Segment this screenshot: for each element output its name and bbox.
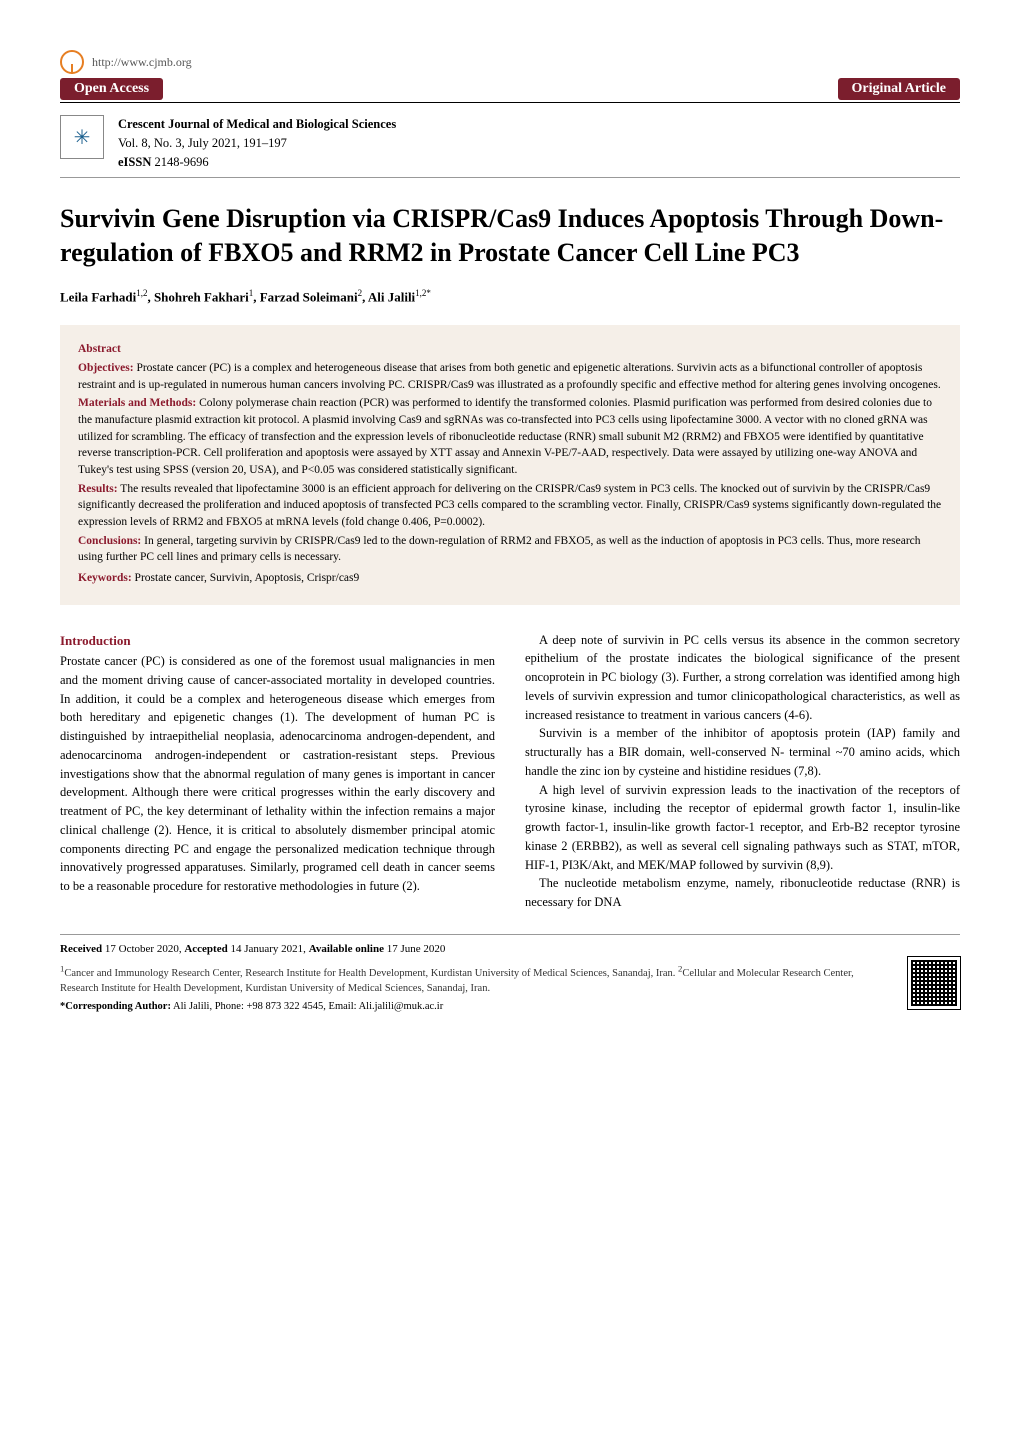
methods-text: Colony polymerase chain reaction (PCR) w… <box>78 397 932 476</box>
corresponding-author: *Corresponding Author: Ali Jalili, Phone… <box>60 1001 960 1012</box>
body-columns: Introduction Prostate cancer (PC) is con… <box>60 631 960 912</box>
eissn-line: eISSN 2148-9696 <box>118 153 396 172</box>
logo-glyph: ✳ <box>74 125 91 150</box>
eissn-value: 2148-9696 <box>154 155 208 169</box>
journal-meta: Crescent Journal of Medical and Biologic… <box>118 115 396 171</box>
dates-line: Received 17 October 2020, Accepted 14 Ja… <box>60 943 960 955</box>
column-left: Introduction Prostate cancer (PC) is con… <box>60 631 495 912</box>
objectives-text: Prostate cancer (PC) is a complex and he… <box>78 362 941 391</box>
article-title: Survivin Gene Disruption via CRISPR/Cas9… <box>60 202 960 270</box>
conclusions-text: In general, targeting survivin by CRISPR… <box>78 535 921 564</box>
intro-para-1: Prostate cancer (PC) is considered as on… <box>60 652 495 896</box>
abstract-box: Abstract Objectives: Prostate cancer (PC… <box>60 325 960 604</box>
methods-label: Materials and Methods: <box>78 397 196 409</box>
abstract-results: Results: The results revealed that lipof… <box>78 481 942 531</box>
banner-row: Open Access Original Article <box>60 78 960 100</box>
separator-thin <box>60 177 960 178</box>
corresponding-label: *Corresponding Author: <box>60 1001 171 1012</box>
col2-para-3: A high level of survivin expression lead… <box>525 781 960 875</box>
accepted-label: Accepted <box>184 943 227 955</box>
abstract-keywords: Keywords: Prostate cancer, Survivin, Apo… <box>78 570 942 587</box>
footer: Received 17 October 2020, Accepted 14 Ja… <box>60 943 960 1012</box>
journal-logo: ✳ <box>60 115 104 159</box>
col2-para-1: A deep note of survivin in PC cells vers… <box>525 631 960 725</box>
keywords-label: Keywords: <box>78 572 132 584</box>
introduction-heading: Introduction <box>60 631 495 651</box>
conclusions-label: Conclusions: <box>78 535 141 547</box>
column-right: A deep note of survivin in PC cells vers… <box>525 631 960 912</box>
abstract-conclusions: Conclusions: In general, targeting survi… <box>78 533 942 566</box>
abstract-objectives: Objectives: Prostate cancer (PC) is a co… <box>78 360 942 393</box>
online-label: Available online <box>309 943 384 955</box>
results-label: Results: <box>78 483 118 495</box>
objectives-label: Objectives: <box>78 362 134 374</box>
accepted-date: 14 January 2021, <box>230 943 305 955</box>
qr-code-icon[interactable] <box>908 957 960 1009</box>
open-access-icon <box>60 50 84 74</box>
open-access-pill: Open Access <box>60 78 163 100</box>
affiliations: 1Cancer and Immunology Research Center, … <box>60 963 960 997</box>
abstract-heading: Abstract <box>78 341 942 358</box>
corresponding-text: Ali Jalili, Phone: +98 873 322 4545, Ema… <box>173 1001 443 1012</box>
author-list: Leila Farhadi1,2, Shohreh Fakhari1, Farz… <box>60 288 960 305</box>
article-type-pill: Original Article <box>838 78 960 100</box>
online-date: 17 June 2020 <box>387 943 446 955</box>
journal-info-row: ✳ Crescent Journal of Medical and Biolog… <box>60 115 960 171</box>
header-top: http://www.cjmb.org <box>60 50 960 74</box>
col2-para-2: Survivin is a member of the inhibitor of… <box>525 724 960 780</box>
results-text: The results revealed that lipofectamine … <box>78 483 941 528</box>
col2-para-4: The nucleotide metabolism enzyme, namely… <box>525 874 960 912</box>
affiliations-text: 1Cancer and Immunology Research Center, … <box>60 968 854 994</box>
separator-line <box>60 102 960 103</box>
keywords-text: Prostate cancer, Survivin, Apoptosis, Cr… <box>135 572 360 584</box>
journal-url[interactable]: http://www.cjmb.org <box>92 55 192 70</box>
received-date: 17 October 2020, <box>105 943 182 955</box>
page-root: http://www.cjmb.org Open Access Original… <box>0 0 1020 1052</box>
issue-line: Vol. 8, No. 3, July 2021, 191–197 <box>118 134 396 153</box>
eissn-label: eISSN <box>118 155 151 169</box>
abstract-methods: Materials and Methods: Colony polymerase… <box>78 395 942 478</box>
footer-separator <box>60 934 960 935</box>
received-label: Received <box>60 943 102 955</box>
journal-name: Crescent Journal of Medical and Biologic… <box>118 115 396 134</box>
